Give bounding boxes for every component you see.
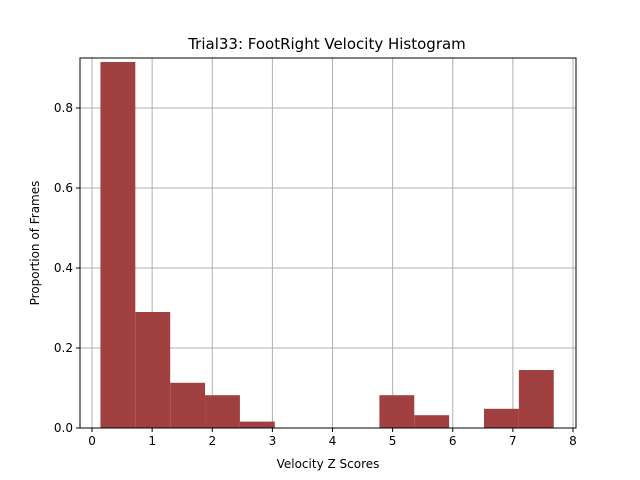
histogram-bar-3 (205, 395, 240, 428)
y-tick-label: 0.4 (54, 261, 73, 275)
histogram-bar-2 (170, 382, 206, 428)
x-tick-label: 6 (449, 434, 457, 448)
histogram-bar-1 (135, 312, 171, 428)
histogram-bar-12 (518, 370, 554, 428)
histogram-bar-9 (414, 415, 450, 428)
x-tick-label: 5 (389, 434, 397, 448)
histogram-bar-4 (239, 421, 275, 428)
y-tick-label: 0.0 (54, 421, 73, 435)
bars (100, 62, 554, 428)
histogram-bar-8 (379, 395, 415, 428)
x-tick-label: 7 (509, 434, 517, 448)
histogram-bar-0 (100, 62, 136, 428)
x-tick-label: 4 (329, 434, 337, 448)
x-axis-label: Velocity Z Scores (277, 457, 380, 471)
y-tick-label: 0.2 (54, 341, 73, 355)
x-tick-label: 8 (569, 434, 577, 448)
chart-title: Trial33: FootRight Velocity Histogram (187, 35, 466, 53)
y-tick-label: 0.6 (54, 181, 73, 195)
x-tick-label: 2 (208, 434, 216, 448)
y-tick-label: 0.8 (54, 101, 73, 115)
x-tick-label: 1 (148, 434, 156, 448)
plot-frame (79, 57, 577, 429)
x-axis: 0 1 2 3 4 5 6 7 8 (88, 428, 577, 448)
histogram-bar-11 (484, 408, 519, 428)
x-tick-label: 0 (88, 434, 96, 448)
y-axis: 0.0 0.2 0.4 0.6 0.8 (54, 101, 80, 435)
x-tick-label: 3 (269, 434, 277, 448)
y-axis-label: Proportion of Frames (28, 181, 42, 306)
